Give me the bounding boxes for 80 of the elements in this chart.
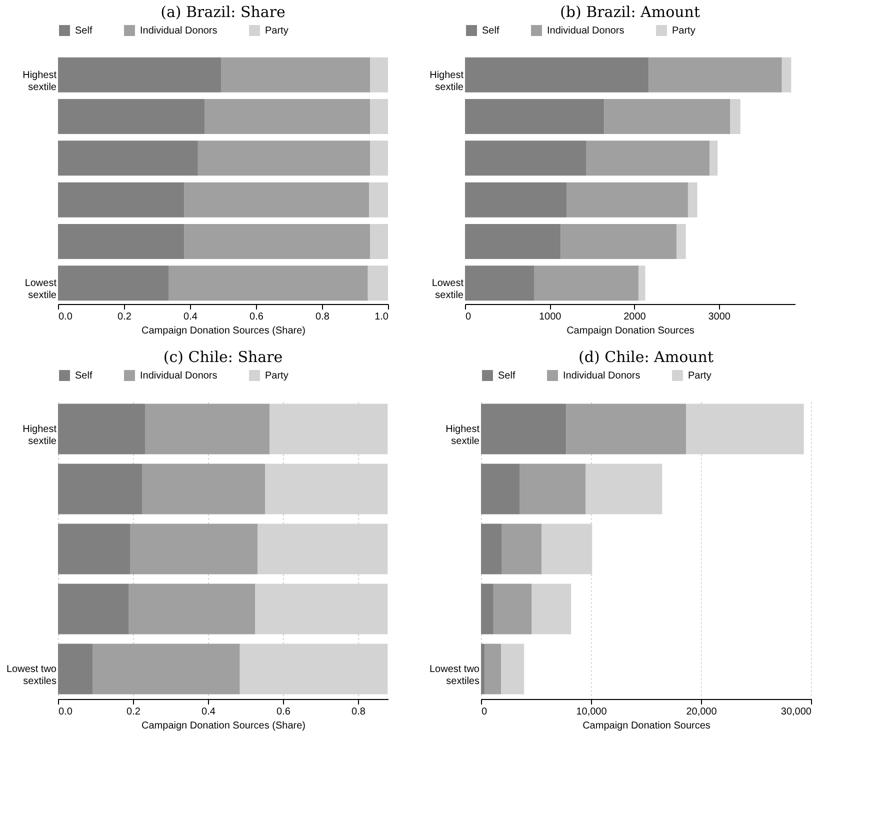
bar [58,644,93,694]
legend-label: Self [75,26,92,37]
x-tick-label: 3000 [708,312,731,322]
bar [270,404,388,454]
bar [465,140,586,176]
y-tick-label: Lowest two sextiles [429,664,480,687]
bar [58,404,145,454]
bar [58,464,142,514]
bar [240,644,388,694]
bar [128,584,256,634]
legend-label: Party [265,370,288,382]
x-tick-label: 0.6 [276,706,291,718]
x-tick-label: 0 [466,312,472,322]
bar [534,266,638,301]
x-tick-label: 1000 [538,312,562,322]
bar [465,266,534,301]
bar [265,464,388,514]
x-tick-label: 0.0 [58,312,73,322]
bar [676,224,686,259]
bar [258,524,388,574]
bar [465,182,567,218]
x-axis-title: Campaign Donation Sources (Share) [142,326,306,336]
bar [142,464,265,514]
x-axis-title: Campaign Donation Sources [582,720,710,732]
bar [730,99,740,134]
bar [465,57,649,92]
bar [130,524,258,574]
legend-label: Self [498,370,516,382]
legend-label: Individual Donors [563,370,640,382]
bar [710,140,718,176]
bar [586,140,710,176]
y-tick-label: Highest sextile [446,424,480,447]
bar [688,182,698,218]
x-tick-label: 2000 [624,312,646,322]
bar [638,266,646,301]
x-tick-label: 0.4 [184,312,198,322]
bar [255,584,388,634]
x-tick-label: 10,000 [576,706,608,718]
bar [465,224,561,259]
y-tick-label: Lowest two sextiles [6,664,57,687]
x-tick-label: 20,000 [686,706,718,718]
legend-label: Self [482,26,500,37]
bar [58,584,129,634]
x-tick-label: 0 [482,706,488,718]
y-tick-label: Lowest sextile [24,278,57,302]
x-tick-label: 0.0 [58,706,73,718]
bar [58,524,130,574]
y-tick-label: Highest sextile [22,424,57,447]
bar [648,57,782,92]
x-tick-label: 0.8 [316,312,330,322]
legend-label: Individual Donors [547,26,624,37]
chart-title: (a) Brazil: Share [160,3,286,21]
bar [566,182,688,218]
x-tick-label: 0.2 [118,312,132,322]
bar [145,404,270,454]
x-tick-label: 1.0 [374,312,389,322]
x-tick-label: 0.2 [126,706,141,718]
legend-label: Individual Donors [140,26,218,37]
chart-title: (b) Brazil: Amount [560,3,700,21]
legend-label: Party [688,370,712,382]
legend-label: Self [75,370,92,382]
x-tick-label: 0.6 [250,312,264,322]
x-tick-label: 0.4 [202,706,216,718]
bar [465,99,604,134]
bar [604,99,730,134]
x-tick-label: 0.8 [352,706,366,718]
legend-label: Party [672,26,696,37]
bar [560,224,677,259]
legend-label: Party [265,26,288,37]
bar [92,644,240,694]
chart-title: (d) Chile: Amount [578,348,714,366]
y-tick-label: Highest sextile [430,70,464,93]
y-tick-label: Lowest sextile [432,278,464,302]
legend-label: Individual Donors [140,370,218,382]
bar [782,57,792,92]
x-axis-title: Campaign Donation Sources [566,326,694,336]
chart-title: (c) Chile: Share [163,348,283,366]
y-tick-label: Highest sextile [22,70,57,93]
x-tick-label: 30,000 [780,706,812,718]
x-axis-title: Campaign Donation Sources (Share) [142,720,306,732]
